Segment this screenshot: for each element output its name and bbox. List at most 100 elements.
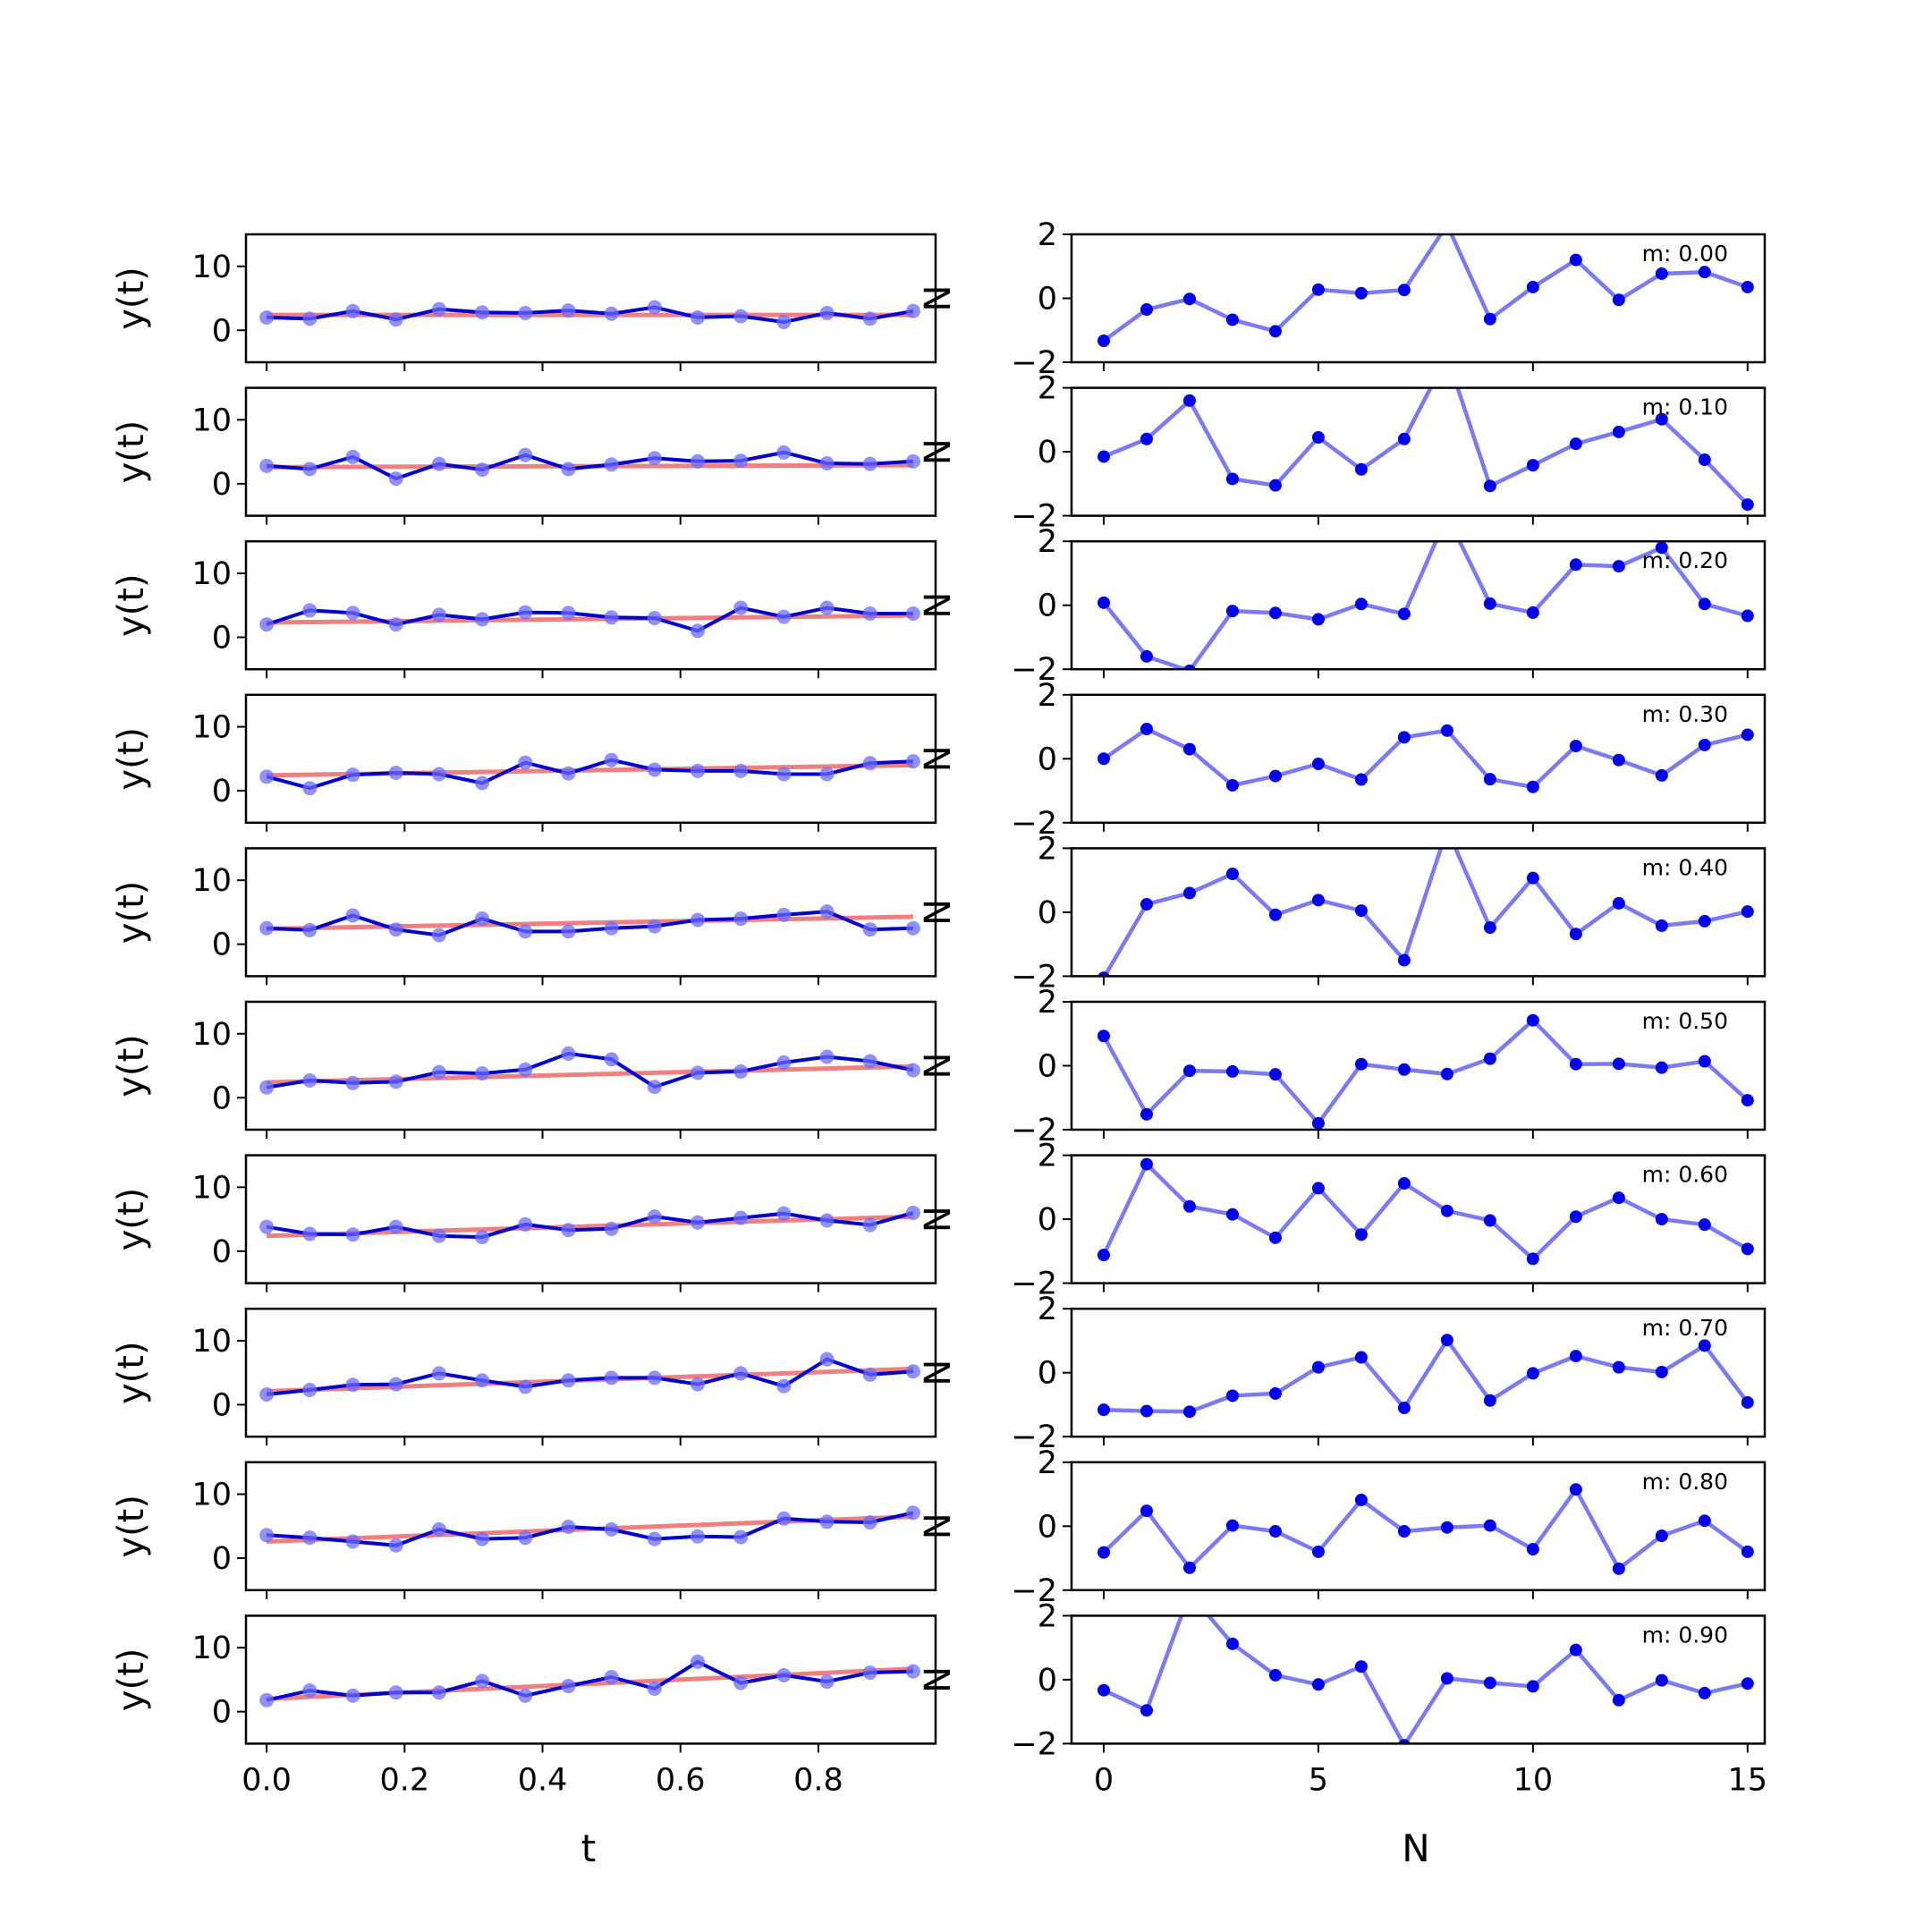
signal-point <box>905 453 920 469</box>
slope-annotation: m: 0.20 <box>1642 547 1728 573</box>
noise-subplot: 2 0 −2 Nm: 0.80 <box>918 1445 1767 1609</box>
noise-point <box>1097 1403 1110 1417</box>
noise-point <box>1354 904 1368 918</box>
signal-subplot: 0 10 0.0 0.2 0.4 0.6 0.8 y(t) <box>111 1614 937 1798</box>
noise-point <box>1097 335 1110 348</box>
noise-point <box>1311 1545 1325 1558</box>
noise-point <box>1140 649 1153 663</box>
noise-point <box>1268 1386 1282 1400</box>
signal-point <box>431 607 446 623</box>
noise-point <box>1097 752 1110 766</box>
slope-annotation: m: 0.60 <box>1642 1162 1728 1188</box>
signal-point <box>647 451 662 466</box>
signal-point <box>259 1219 275 1234</box>
noise-point <box>1526 1367 1539 1380</box>
noise-line <box>1103 1615 1749 1744</box>
noise-point <box>1354 597 1368 611</box>
trend-line <box>267 1063 914 1085</box>
signal-point <box>302 1530 318 1546</box>
y-tick-label: 10 <box>191 250 232 285</box>
noise-point <box>1354 1228 1368 1241</box>
subplot-row: 0 10 y(t) 2 0 −2 Nm: 0.60 <box>111 1139 1767 1302</box>
signal-subplot: 0 10 y(t) <box>111 1154 937 1292</box>
signal-point <box>819 904 835 919</box>
noise-point <box>1612 293 1625 307</box>
noise-point <box>1354 1351 1368 1364</box>
y-tick-label: 10 <box>191 1478 232 1513</box>
y-tick-label: 2 <box>1038 678 1057 714</box>
signal-point <box>691 912 706 928</box>
noise-point <box>1140 897 1153 911</box>
noise-point <box>1612 1057 1625 1071</box>
y-tick-label: 2 <box>1038 1598 1057 1634</box>
noise-point <box>1741 1094 1754 1107</box>
slope-annotation: m: 0.70 <box>1642 1315 1728 1341</box>
left-x-axis-title: t <box>581 1826 596 1870</box>
noise-point <box>1311 1116 1325 1130</box>
noise-point <box>1569 1643 1582 1657</box>
signal-point <box>431 767 446 782</box>
noise-point <box>1397 432 1411 445</box>
x-tick-label: 0.8 <box>793 1762 843 1798</box>
signal-point <box>819 1352 835 1367</box>
signal-point <box>776 1378 792 1394</box>
noise-point <box>1612 896 1625 910</box>
panels-layer: 0 10 y(t) 2 0 −2 Nm: 0.00 0 10 y(t) 2 0 −2 Nm: 0.10 0 1… <box>111 217 1767 1798</box>
noise-point <box>1397 284 1411 297</box>
noise-point <box>1225 868 1239 880</box>
y-tick-label: 0 <box>1038 1049 1057 1085</box>
signal-point <box>604 306 619 321</box>
noise-point <box>1440 1672 1453 1685</box>
signal-point <box>302 1226 318 1241</box>
noise-point <box>1655 1530 1668 1543</box>
y-tick-label: 10 <box>191 1324 232 1360</box>
signal-point <box>691 1215 706 1230</box>
noise-point <box>1182 1064 1196 1078</box>
noise-point <box>1655 267 1668 280</box>
noise-point <box>1268 769 1282 783</box>
signal-line <box>266 758 913 791</box>
signal-point <box>259 309 275 325</box>
noise-point <box>1140 1404 1153 1418</box>
signal-point <box>733 1063 749 1079</box>
noise-point <box>1612 753 1625 767</box>
noise-point <box>1183 664 1196 670</box>
y-tick-label: 0 <box>212 467 232 503</box>
signal-point <box>431 1366 446 1381</box>
signal-point <box>691 1654 706 1669</box>
noise-point <box>1268 1231 1282 1244</box>
slope-annotation: m: 0.00 <box>1642 241 1728 267</box>
signal-point <box>259 1387 275 1402</box>
signal-point <box>819 305 835 320</box>
left-y-axis-label: y(t) <box>111 267 152 330</box>
noise-point <box>1354 1057 1368 1071</box>
noise-point <box>1698 738 1711 751</box>
signal-point <box>604 1370 619 1385</box>
signal-point <box>733 453 749 469</box>
signal-point <box>862 1515 877 1530</box>
noise-subplot: 2 0 −2 Nm: 0.70 <box>918 1292 1767 1455</box>
signal-line <box>266 1210 914 1240</box>
signal-point <box>905 1364 920 1379</box>
signal-point <box>475 775 490 791</box>
signal-point <box>345 606 360 621</box>
noise-point <box>1440 1521 1453 1534</box>
signal-point <box>905 754 920 769</box>
signal-point <box>561 1520 576 1535</box>
y-tick-label: 0 <box>1038 282 1057 318</box>
y-tick-label: 2 <box>1038 831 1057 867</box>
signal-point <box>604 1052 619 1067</box>
noise-line <box>1103 387 1750 506</box>
signal-point <box>518 1379 533 1394</box>
noise-point <box>1569 1057 1582 1071</box>
right-y-axis-label: N <box>918 1360 959 1386</box>
noise-point <box>1698 453 1711 467</box>
trend-line <box>267 1214 914 1239</box>
signal-point <box>475 911 490 927</box>
signal-line <box>266 1659 913 1702</box>
noise-point <box>1225 1064 1239 1078</box>
right-y-axis-label: N <box>918 285 959 312</box>
signal-point <box>905 1205 920 1220</box>
signal-point <box>733 1366 749 1381</box>
signal-point <box>604 1221 619 1236</box>
